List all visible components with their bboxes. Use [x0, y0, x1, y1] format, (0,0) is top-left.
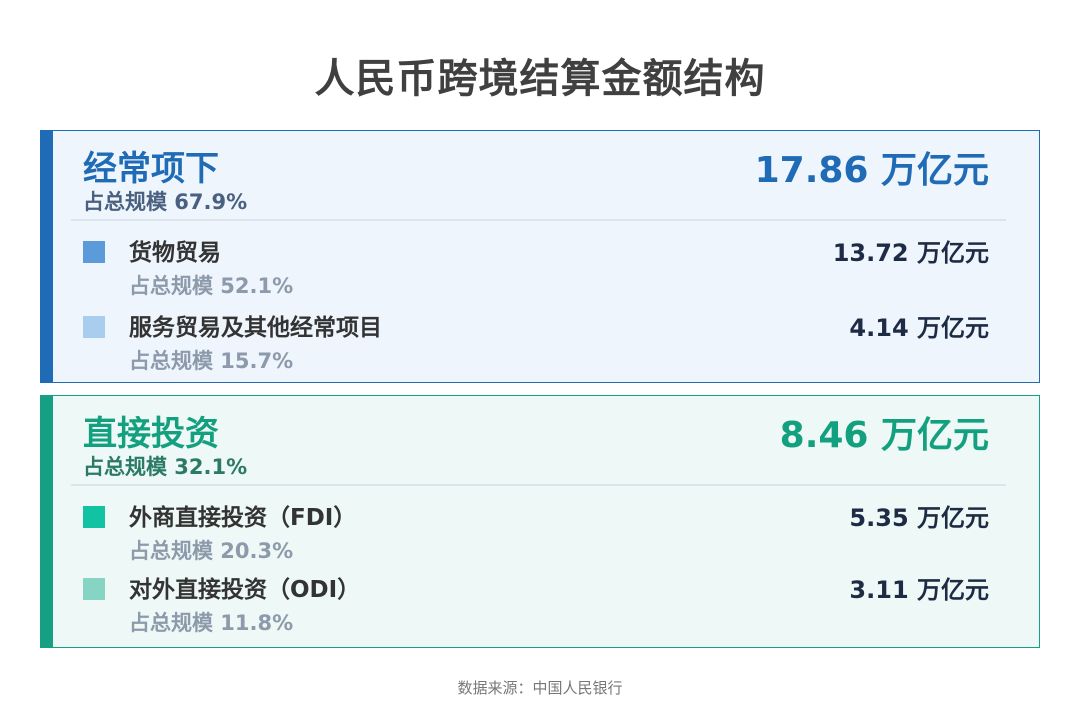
list-item: 服务贸易及其他经常项目 占总规模 15.7% 4.14 万亿元 — [83, 308, 989, 378]
item-label: 对外直接投资（ODI） — [129, 577, 361, 603]
section-title: 直接投资 — [83, 414, 219, 454]
color-swatch-icon — [83, 316, 105, 338]
item-label: 服务贸易及其他经常项目 — [129, 315, 382, 341]
list-item: 货物贸易 占总规模 52.1% 13.72 万亿元 — [83, 233, 989, 303]
page-title: 人民币跨境结算金额结构 — [314, 56, 766, 102]
item-label: 货物贸易 — [129, 240, 221, 266]
color-swatch-icon — [83, 241, 105, 263]
section-current-account: 经常项下 占总规模 67.9% 17.86 万亿元 货物贸易 占总规模 52.1… — [40, 130, 1040, 383]
section-direct-investment: 直接投资 占总规模 32.1% 8.46 万亿元 外商直接投资（FDI） 占总规… — [40, 395, 1040, 648]
item-value: 5.35 万亿元 — [849, 504, 989, 532]
divider — [71, 219, 1006, 221]
item-share: 占总规模 52.1% — [129, 274, 294, 298]
item-share: 占总规模 20.3% — [129, 539, 294, 563]
color-swatch-icon — [83, 506, 105, 528]
section-value: 17.86 万亿元 — [754, 150, 989, 191]
item-value: 4.14 万亿元 — [849, 314, 989, 342]
item-share: 占总规模 11.8% — [129, 611, 294, 635]
section-share: 占总规模 32.1% — [83, 455, 248, 479]
item-label: 外商直接投资（FDI） — [129, 505, 357, 531]
section-value: 8.46 万亿元 — [779, 415, 989, 456]
divider — [71, 484, 1006, 486]
item-share: 占总规模 15.7% — [129, 349, 294, 373]
source-note: 数据来源：中国人民银行 — [457, 679, 623, 697]
color-swatch-icon — [83, 578, 105, 600]
item-value: 3.11 万亿元 — [849, 576, 989, 604]
section-share: 占总规模 67.9% — [83, 190, 248, 214]
list-item: 外商直接投资（FDI） 占总规模 20.3% 5.35 万亿元 — [83, 498, 989, 568]
item-value: 13.72 万亿元 — [832, 239, 989, 267]
list-item: 对外直接投资（ODI） 占总规模 11.8% 3.11 万亿元 — [83, 570, 989, 640]
section-title: 经常项下 — [83, 149, 219, 189]
